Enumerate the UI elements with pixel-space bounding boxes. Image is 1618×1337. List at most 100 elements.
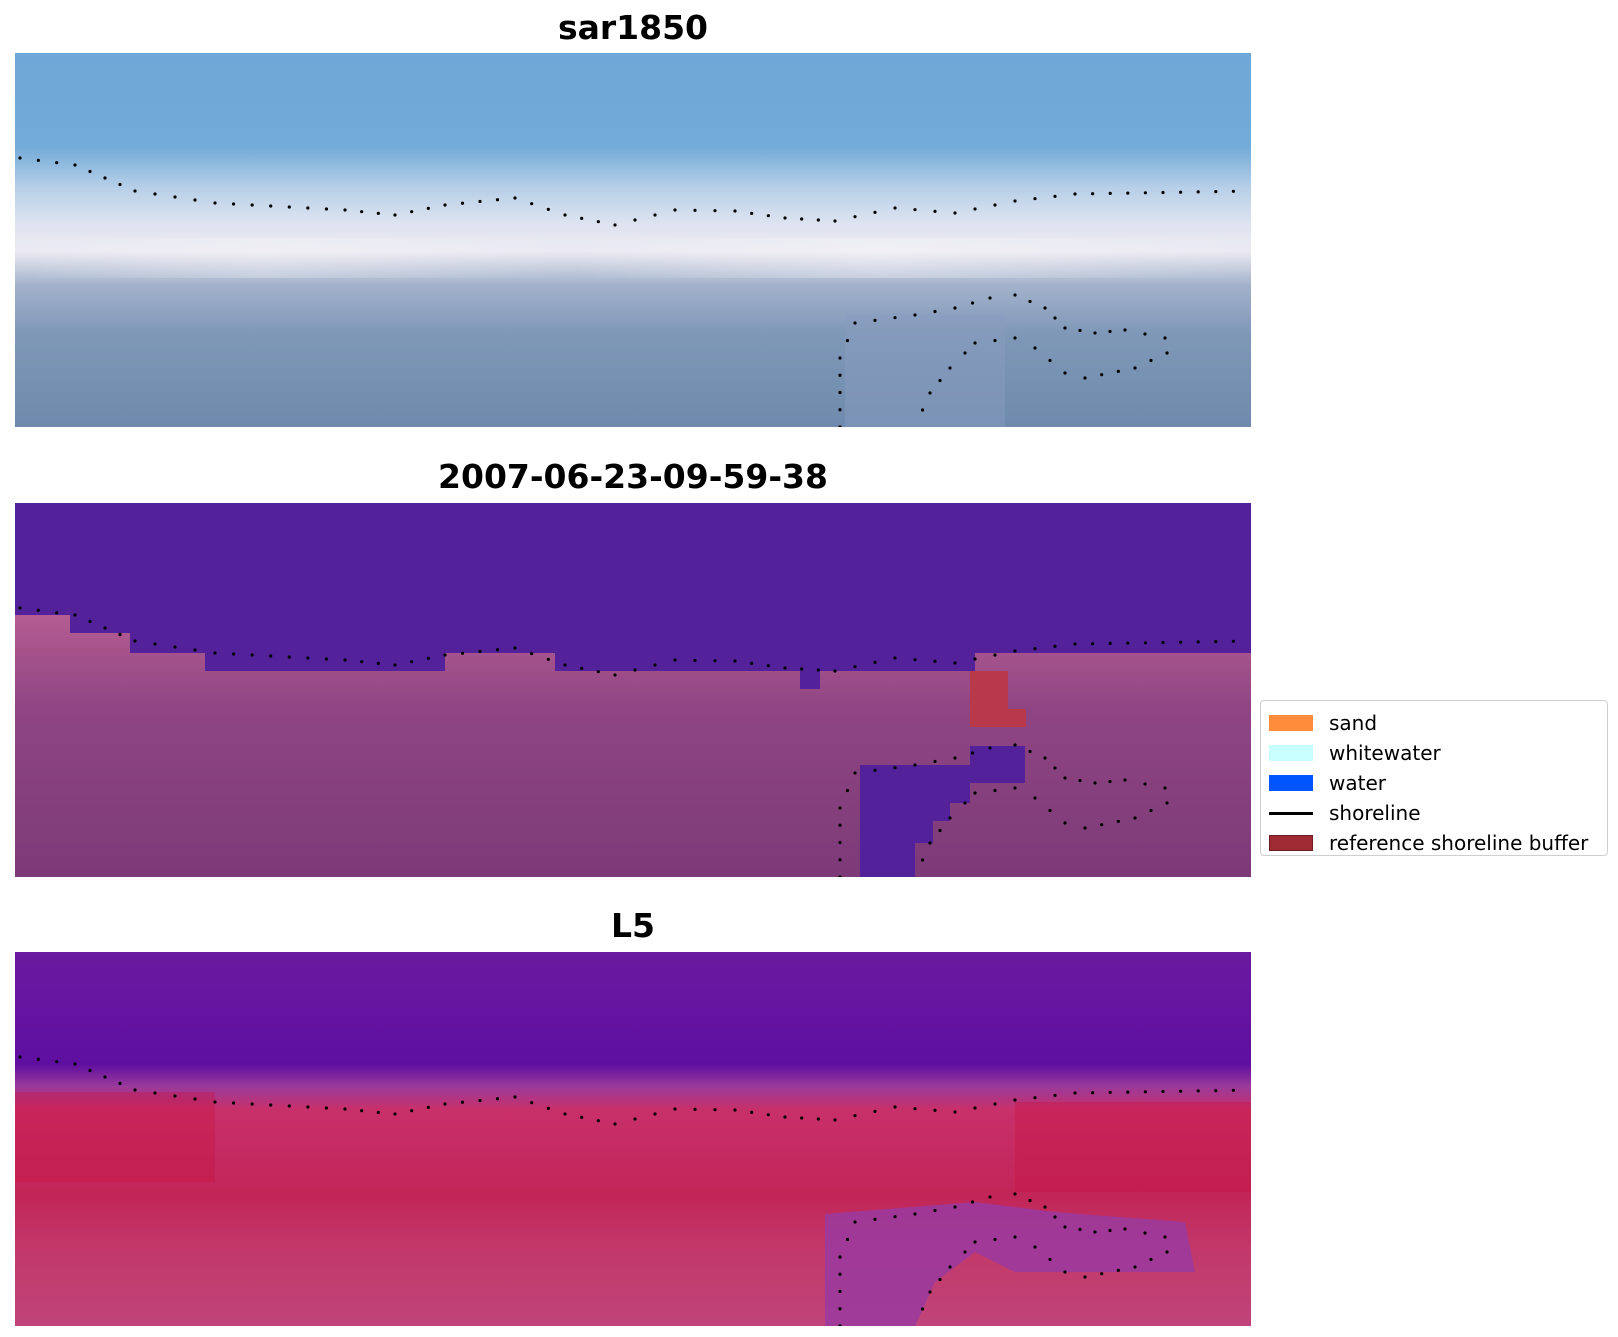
shoreline-dot <box>546 1106 550 1110</box>
shoreline-dot <box>73 1062 77 1066</box>
shoreline-dot <box>324 657 329 661</box>
shoreline-dot <box>893 656 897 660</box>
shoreline-dot <box>153 1091 157 1095</box>
shoreline-dot <box>1073 192 1077 196</box>
shoreline-dot <box>1048 808 1052 813</box>
shoreline-dot <box>324 1106 329 1110</box>
shoreline-dot <box>1053 316 1057 320</box>
shoreline-dot <box>693 1107 697 1111</box>
shoreline-dot <box>653 663 657 667</box>
shoreline-top-rgb <box>18 156 1235 227</box>
shoreline-dot <box>495 198 500 202</box>
shoreline-dot <box>948 1265 952 1269</box>
shoreline-dot <box>1091 1091 1095 1095</box>
shoreline-dot <box>1108 1090 1112 1094</box>
shoreline-dot <box>938 1277 942 1282</box>
shoreline-dot <box>1231 639 1235 643</box>
shoreline-dot <box>800 217 804 221</box>
shoreline-dot <box>1116 1268 1120 1272</box>
shoreline-dot <box>1063 326 1067 330</box>
shoreline-inlet-index <box>838 1192 1169 1326</box>
shoreline-dot <box>73 163 77 167</box>
shoreline-dot <box>1053 644 1057 648</box>
shoreline-dot <box>673 1107 677 1111</box>
shoreline-dot <box>1163 336 1167 340</box>
shoreline-dot <box>1091 192 1095 196</box>
shoreline-dot <box>953 306 957 310</box>
shoreline-dot <box>816 1117 820 1121</box>
shoreline-dot <box>530 652 534 656</box>
shoreline-dot <box>153 642 157 646</box>
shoreline-dot <box>1214 1089 1218 1093</box>
shoreline-dot <box>766 664 770 668</box>
shoreline-dot <box>1053 1215 1057 1219</box>
shoreline-dot <box>816 218 820 222</box>
shoreline-dot <box>993 653 997 657</box>
shoreline-dot <box>133 189 137 193</box>
shoreline-dot <box>306 656 310 660</box>
shoreline-dot <box>213 1100 217 1104</box>
shoreline-dot <box>36 1057 40 1061</box>
shoreline-dot <box>783 666 787 670</box>
shoreline-dot <box>845 788 850 793</box>
shoreline-dot <box>988 746 992 750</box>
shoreline-dot <box>513 646 517 650</box>
shoreline-dot <box>530 202 534 206</box>
shoreline-dot <box>1108 779 1112 784</box>
shoreline-dot <box>18 1055 22 1059</box>
shoreline-dot <box>838 1255 842 1259</box>
shoreline-dot <box>269 1103 273 1107</box>
shoreline-dot <box>231 202 236 206</box>
shoreline-dot <box>1161 1089 1165 1094</box>
shoreline-dot <box>1133 366 1137 370</box>
shoreline-dot <box>1165 351 1169 355</box>
shoreline-dot <box>410 660 414 664</box>
shoreline-dot <box>193 198 197 202</box>
shoreline-dot <box>948 366 952 370</box>
shoreline-dot <box>845 338 850 343</box>
shoreline-dot <box>73 613 77 617</box>
shoreline-dot <box>1196 640 1200 644</box>
shoreline-dot <box>1143 191 1147 195</box>
shoreline-dot <box>838 1289 842 1294</box>
shoreline-dot <box>1033 647 1037 651</box>
shoreline-dot <box>1053 766 1057 770</box>
shoreline-dot <box>838 408 842 412</box>
shoreline-dot <box>873 210 877 214</box>
shoreline-dot <box>913 208 917 212</box>
shoreline-dot <box>495 1097 500 1101</box>
shoreline-dot <box>993 203 997 207</box>
shoreline-dot <box>873 1217 877 1221</box>
shoreline-dot <box>1214 190 1218 194</box>
shoreline-dot <box>1053 194 1057 198</box>
shoreline-dot <box>973 341 977 345</box>
shoreline-dot <box>833 669 837 673</box>
shoreline-dot <box>816 668 820 672</box>
shoreline-dot <box>546 657 550 661</box>
shoreline-dot <box>478 199 482 204</box>
shoreline-dot <box>933 1108 937 1112</box>
shoreline-dot <box>1143 782 1147 786</box>
shoreline-dot <box>1196 1089 1200 1093</box>
shoreline-dot <box>838 373 842 377</box>
shoreline-dot <box>1013 649 1017 653</box>
shoreline-dot <box>853 1114 857 1118</box>
shoreline-dot <box>1028 749 1032 754</box>
shoreline-dot <box>596 220 600 224</box>
shoreline-dot <box>1043 756 1047 760</box>
shoreline-dot <box>853 215 857 219</box>
shoreline-dot <box>933 309 937 314</box>
shoreline-dot <box>893 206 897 210</box>
shoreline-dot <box>988 296 992 300</box>
shoreline-dot <box>118 1081 122 1086</box>
shoreline-dot <box>928 841 932 845</box>
shoreline-dot <box>853 1220 857 1224</box>
shoreline-dot <box>193 648 197 652</box>
shoreline-dot <box>993 338 997 343</box>
shoreline-dot <box>873 768 877 772</box>
shoreline-dot <box>893 1215 897 1219</box>
shoreline-dot <box>118 182 122 187</box>
shoreline-dot <box>920 408 925 412</box>
shoreline-dot <box>250 203 254 207</box>
shoreline-dot <box>993 1237 997 1242</box>
